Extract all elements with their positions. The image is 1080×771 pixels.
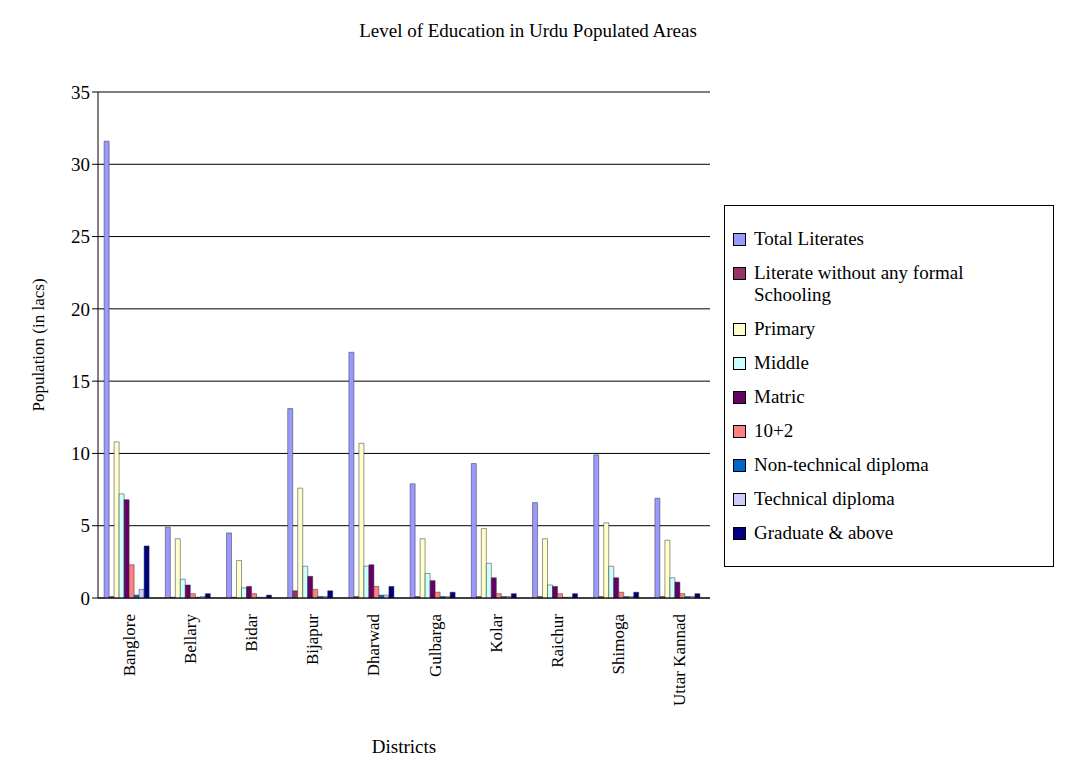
svg-text:10: 10 xyxy=(71,443,90,464)
html-text:Literate without any formal Sc: Literate without any formal Schooling xyxy=(754,261,964,305)
svg-text:Banglore: Banglore xyxy=(120,614,139,676)
svg-text:30: 30 xyxy=(71,154,90,175)
html-text:10+2: 10+2 xyxy=(754,419,794,441)
svg-text:Raichur: Raichur xyxy=(548,614,567,668)
html-text:Non-technical diploma: Non-technical diploma xyxy=(754,453,929,475)
svg-text:Kolar: Kolar xyxy=(487,614,506,653)
svg-text:Bidar: Bidar xyxy=(242,614,261,652)
svg-text:Shimoga: Shimoga xyxy=(609,614,628,675)
svg-text:Uttar Kannad: Uttar Kannad xyxy=(670,614,689,707)
html-text:Total Literates: Total Literates xyxy=(754,227,864,249)
html-text:Middle: Middle xyxy=(754,351,809,373)
svg-text:25: 25 xyxy=(71,226,90,247)
svg-text:0: 0 xyxy=(81,588,91,609)
svg-text:20: 20 xyxy=(71,299,90,320)
html-text:Technical diploma: Technical diploma xyxy=(754,487,895,509)
svg-text:15: 15 xyxy=(71,371,90,392)
svg-text:Gulbarga: Gulbarga xyxy=(426,614,445,677)
svg-text:Bijapur: Bijapur xyxy=(303,614,322,665)
svg-text:Bellary: Bellary xyxy=(181,614,200,665)
svg-text:Population (in lacs): Population (in lacs) xyxy=(29,278,48,411)
html-text:Primary: Primary xyxy=(754,317,816,339)
html-text:Graduate & above: Graduate & above xyxy=(754,521,894,543)
svg-text:Districts: Districts xyxy=(372,736,436,757)
html-text:Level of Education in Urdu Pop: Level of Education in Urdu Populated Are… xyxy=(359,20,697,41)
html-text:Matric: Matric xyxy=(754,385,805,407)
svg-text:35: 35 xyxy=(71,82,90,103)
svg-text:5: 5 xyxy=(81,515,91,536)
svg-text:Dharwad: Dharwad xyxy=(364,614,383,677)
